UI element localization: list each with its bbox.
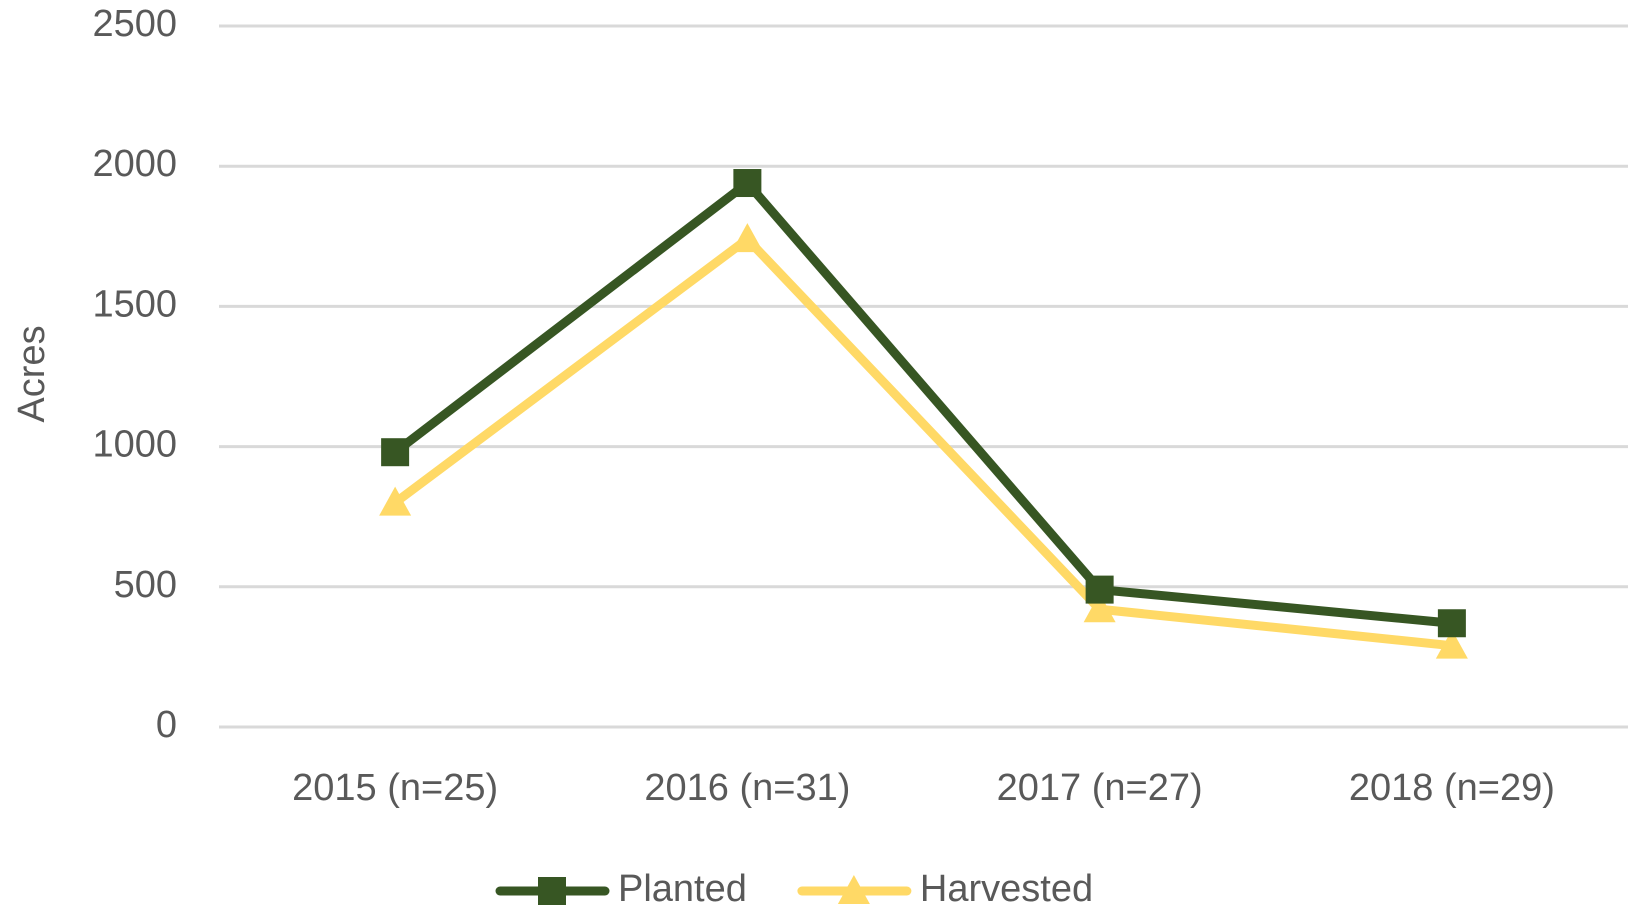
- point: [1435, 629, 1468, 659]
- point: [379, 486, 412, 516]
- legend-marker: [538, 877, 566, 905]
- series-line: [392, 234, 1453, 651]
- y-tick-label: 2500: [92, 3, 177, 45]
- point: [381, 438, 410, 467]
- point: [1085, 575, 1114, 604]
- y-tick-label: 2000: [92, 143, 177, 185]
- point: [733, 169, 762, 198]
- point: [1083, 593, 1116, 623]
- y-tick-label: 500: [114, 564, 177, 606]
- point: [731, 223, 764, 253]
- legend-label: Planted: [618, 868, 747, 910]
- x-tick-label: 2016 (n=31): [644, 767, 850, 809]
- series-line: [392, 178, 1453, 628]
- y-tick-label: 0: [156, 704, 177, 746]
- y-axis-label: Acres: [11, 325, 53, 422]
- x-tick-label: 2018 (n=29): [1349, 767, 1555, 809]
- y-tick-label: 1000: [92, 424, 177, 466]
- y-tick-label: 1500: [92, 283, 177, 325]
- x-tick-label: 2015 (n=25): [292, 767, 498, 809]
- legend-label: Harvested: [920, 868, 1093, 910]
- legend-marker: [837, 875, 870, 904]
- point: [1437, 609, 1466, 638]
- x-tick-label: 2017 (n=27): [997, 767, 1203, 809]
